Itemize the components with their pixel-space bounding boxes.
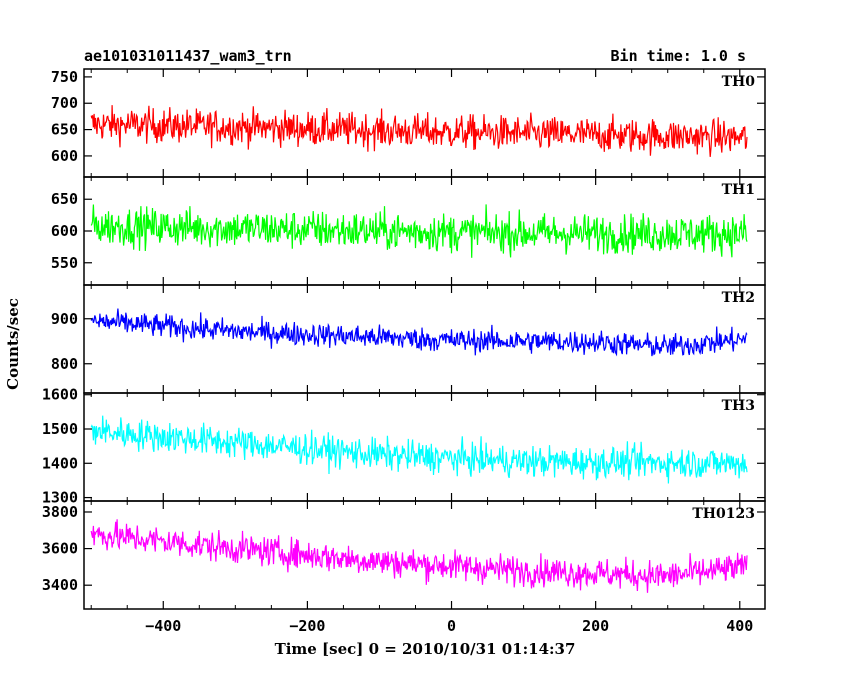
y-tick-label: 750 bbox=[51, 68, 78, 86]
panels-group: 600 650 700 750 TH0 550 600 650 TH1 800 900 TH2 1300… bbox=[42, 68, 766, 610]
panel-label: TH3 bbox=[722, 398, 755, 414]
y-tick-label: 1500 bbox=[42, 420, 78, 438]
bin-time-label: Bin time: 1.0 s bbox=[611, 47, 746, 65]
panel-label: TH1 bbox=[722, 182, 755, 198]
panel-th0: 600 650 700 750 TH0 bbox=[51, 68, 766, 178]
panel-th2: 800 900 TH2 bbox=[51, 284, 766, 394]
y-tick-label: 1600 bbox=[42, 386, 78, 404]
y-tick-label: 650 bbox=[51, 121, 78, 139]
series-line-th0123 bbox=[90, 519, 748, 593]
y-tick-label: 3400 bbox=[42, 576, 78, 594]
x-axis-label: Time [sec] 0 = 2010/10/31 01:14:37 bbox=[275, 640, 576, 658]
panel-label: TH0 bbox=[722, 74, 756, 90]
x-tick-label: 0 bbox=[447, 617, 456, 635]
y-tick-label: 650 bbox=[51, 190, 78, 208]
series-line-th0 bbox=[90, 105, 748, 157]
x-tick-label: −400 bbox=[145, 617, 181, 635]
chart-title: ae101031011437_wam3_trn bbox=[84, 47, 292, 65]
x-tick-label: −200 bbox=[289, 617, 325, 635]
y-tick-label: 550 bbox=[51, 254, 78, 272]
series-line-th1 bbox=[90, 204, 748, 258]
panel-label: TH2 bbox=[722, 290, 755, 306]
y-tick-label: 600 bbox=[51, 222, 78, 240]
y-tick-label: 1300 bbox=[42, 489, 78, 507]
panel-label: TH0123 bbox=[692, 506, 755, 522]
x-tick-label: 200 bbox=[582, 617, 609, 635]
x-tick-labels: −400 −200 0 200 400 bbox=[145, 617, 753, 635]
panel-th3: 1300 1400 1500 1600 TH3 bbox=[42, 386, 766, 507]
y-tick-label: 900 bbox=[51, 310, 78, 328]
y-axis-label: Counts/sec bbox=[4, 298, 22, 390]
y-tick-label: 600 bbox=[51, 147, 78, 165]
y-tick-label: 3600 bbox=[42, 540, 78, 558]
panel-th1: 550 600 650 TH1 bbox=[51, 176, 766, 286]
panel-frame bbox=[83, 500, 766, 610]
y-tick-label: 800 bbox=[51, 355, 78, 373]
y-tick-label: 3800 bbox=[42, 503, 78, 521]
series-line-th2 bbox=[90, 308, 748, 357]
y-tick-label: 1400 bbox=[42, 454, 78, 472]
series-line-th3 bbox=[90, 415, 748, 484]
x-tick-label: 400 bbox=[726, 617, 753, 635]
y-tick-label: 700 bbox=[51, 94, 78, 112]
panel-th0123: 3400 3600 3800 TH0123 bbox=[42, 500, 766, 610]
